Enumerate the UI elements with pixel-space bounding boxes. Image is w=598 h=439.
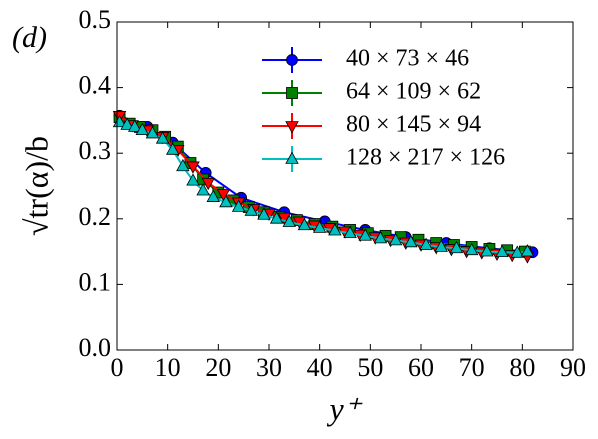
plot-frame [116,21,574,351]
marker [520,244,535,257]
marker [480,244,494,257]
marker [120,117,134,130]
marker [449,240,464,254]
marker [434,239,448,252]
legend-marker [286,54,298,66]
marker [269,211,284,224]
marker [358,228,372,241]
marker [166,142,180,155]
x-tick-label: 80 [509,353,535,382]
x-tick-label: 90 [560,353,586,382]
marker [373,231,388,244]
marker [186,161,200,174]
x-tick-label: 20 [205,353,231,382]
x-tick-label: 10 [155,353,181,382]
marker [297,217,312,231]
marker [216,189,231,202]
legend-marker [285,151,299,164]
y-tick-label: 0.4 [79,71,112,100]
y-tick-label: 0.0 [79,333,112,362]
marker [219,194,233,208]
y-tick-label: 0.5 [79,5,112,34]
marker [495,244,509,258]
y-tick-label: 0.1 [79,267,112,296]
marker [328,223,342,236]
marker [186,173,200,186]
x-tick-label: 0 [111,353,124,382]
marker [388,233,403,246]
marker [419,237,433,250]
marker [206,189,220,202]
legend-label: 64 × 109 × 62 [346,79,481,105]
x-axis-label: y⁺ [326,390,362,426]
annotation: (d) [12,21,47,54]
marker [145,126,160,139]
marker [231,199,246,212]
marker [244,203,258,216]
legend-label: 128 × 217 × 126 [346,145,505,171]
marker [128,119,142,132]
x-tick-label: 50 [357,353,383,382]
y-tick-label: 0.3 [79,136,112,165]
marker [201,177,215,191]
marker [282,214,296,227]
marker [196,183,210,196]
marker [510,245,524,258]
x-tick-label: 40 [307,353,333,382]
marker [155,131,170,144]
x-tick-label: 30 [256,353,282,382]
y-tick-label: 0.2 [79,202,112,231]
marker [135,122,150,136]
x-tick-label: 60 [408,353,434,382]
legend-marker [285,121,299,134]
legend-label: 40 × 73 × 46 [346,46,469,72]
marker [257,207,271,220]
legend-marker [286,87,298,99]
legend-label: 80 × 145 × 94 [346,112,481,138]
y-axis-label: √tr(α)/b [18,136,54,236]
marker [176,158,190,172]
marker [343,225,357,239]
marker [312,220,327,233]
marker [404,234,418,248]
marker [464,242,479,256]
x-tick-label: 70 [459,353,485,382]
